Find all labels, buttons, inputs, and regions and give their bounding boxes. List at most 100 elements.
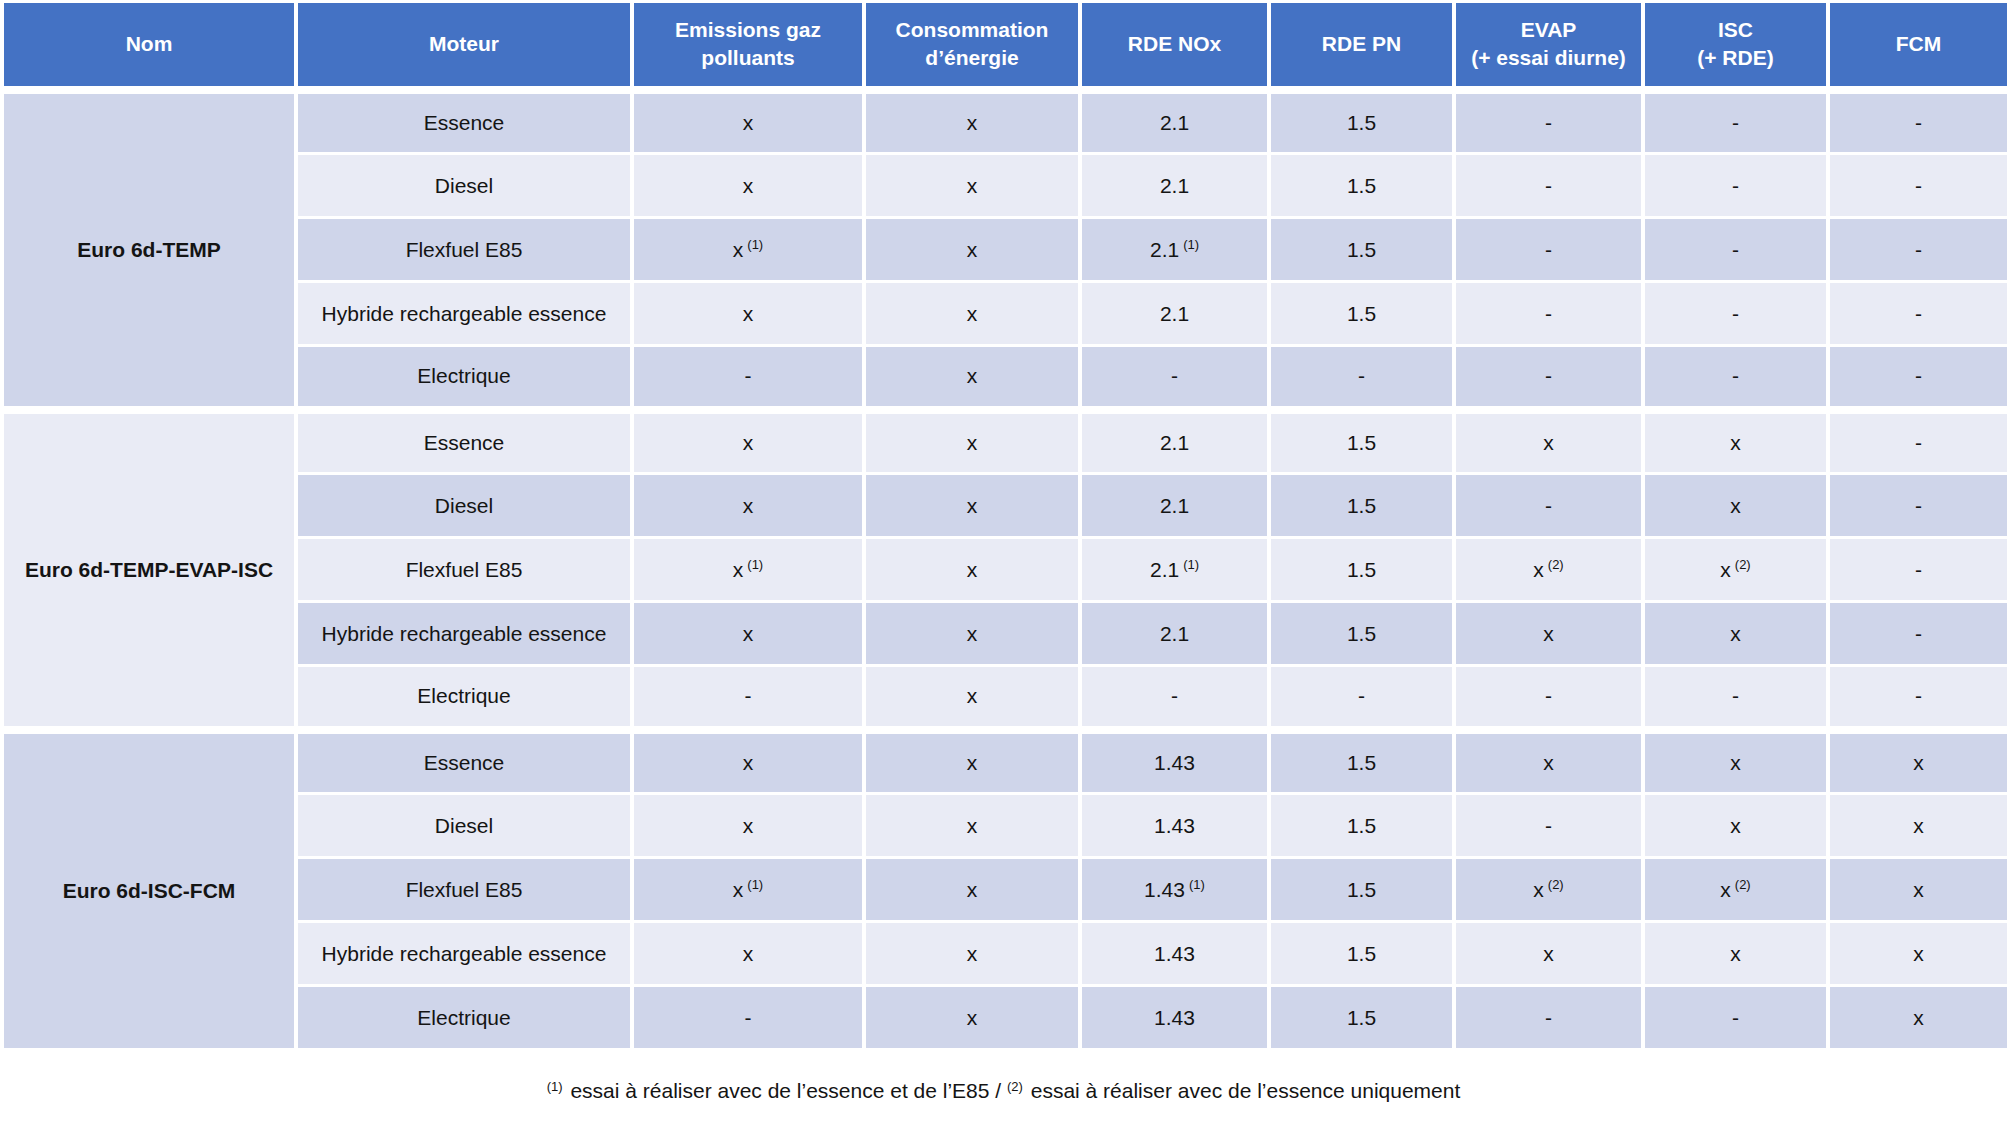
value-cell: x xyxy=(1643,474,1828,538)
cell-value: 2.1 xyxy=(1160,174,1189,197)
table-row: Electrique-x1.431.5--x xyxy=(2,986,2007,1050)
value-cell: - xyxy=(1454,282,1643,346)
value-cell: x xyxy=(632,282,864,346)
cell-value: - xyxy=(1732,684,1739,707)
cell-value: 1.5 xyxy=(1347,431,1376,454)
value-cell: x xyxy=(864,154,1080,218)
cell-value: 1.5 xyxy=(1347,174,1376,197)
cell-value: x xyxy=(967,238,978,261)
cell-value: - xyxy=(1545,302,1552,325)
table-row: Euro 6d-ISC-FCMEssencexx1.431.5xxx xyxy=(2,730,2007,794)
value-cell: 2.1 xyxy=(1080,410,1269,474)
footnote-marker: (2) xyxy=(1548,557,1564,572)
value-cell: - xyxy=(1828,346,2007,410)
value-cell: x xyxy=(864,858,1080,922)
cell-value: x xyxy=(1730,814,1741,837)
cell-value: x xyxy=(733,558,744,581)
cell-value: - xyxy=(745,1006,752,1029)
column-header-isc: ISC (+ RDE) xyxy=(1643,2,1828,90)
cell-value: x xyxy=(1730,942,1741,965)
column-header-moteur: Moteur xyxy=(296,2,632,90)
slide: Nom Moteur Emissions gaz polluants Conso… xyxy=(0,0,2007,1130)
cell-value: x xyxy=(743,622,754,645)
cell-value: x xyxy=(967,942,978,965)
value-cell: x xyxy=(864,410,1080,474)
column-header-rde-pn: RDE PN xyxy=(1269,2,1454,90)
cell-value: - xyxy=(1915,364,1922,387)
cell-value: x xyxy=(967,878,978,901)
column-header-rde-nox: RDE NOx xyxy=(1080,2,1269,90)
value-cell: 1.5 xyxy=(1269,154,1454,218)
value-cell: x xyxy=(864,474,1080,538)
group-name-cell: Euro 6d-TEMP xyxy=(2,90,296,410)
value-cell: x xyxy=(632,410,864,474)
cell-value: x xyxy=(967,174,978,197)
value-cell: 1.43 xyxy=(1080,986,1269,1050)
group-name-cell: Euro 6d-ISC-FCM xyxy=(2,730,296,1050)
footnote-marker: (1) xyxy=(747,877,763,892)
cell-value: 2.1 xyxy=(1160,494,1189,517)
value-cell: 1.5 xyxy=(1269,922,1454,986)
cell-value: - xyxy=(1545,364,1552,387)
moteur-cell: Electrique xyxy=(296,346,632,410)
value-cell: x xyxy=(864,794,1080,858)
cell-value: - xyxy=(1915,238,1922,261)
value-cell: x xyxy=(864,346,1080,410)
value-cell: 1.43 xyxy=(1080,922,1269,986)
moteur-cell: Electrique xyxy=(296,666,632,730)
cell-value: 2.1 xyxy=(1150,238,1179,261)
moteur-cell: Flexfuel E85 xyxy=(296,858,632,922)
value-cell: x(1) xyxy=(632,538,864,602)
column-header-emissions: Emissions gaz polluants xyxy=(632,2,864,90)
cell-value: 1.43 xyxy=(1154,1006,1195,1029)
value-cell: - xyxy=(1828,218,2007,282)
value-cell: - xyxy=(1643,986,1828,1050)
value-cell: - xyxy=(1828,538,2007,602)
value-cell: x(2) xyxy=(1454,858,1643,922)
cell-value: x xyxy=(1730,431,1741,454)
footnote-marker: (1) xyxy=(1189,877,1205,892)
cell-value: x xyxy=(733,878,744,901)
cell-value: - xyxy=(1732,364,1739,387)
table-row: Flexfuel E85x(1)x1.43(1)1.5x(2)x(2)x xyxy=(2,858,2007,922)
footnote-1-text: essai à réaliser avec de l’essence et de… xyxy=(565,1079,1007,1102)
cell-value: x xyxy=(967,364,978,387)
cell-value: x xyxy=(967,302,978,325)
value-cell: 1.5 xyxy=(1269,602,1454,666)
value-cell: - xyxy=(1269,346,1454,410)
value-cell: x xyxy=(864,90,1080,154)
group-euro-6d-isc-fcm: Euro 6d-ISC-FCMEssencexx1.431.5xxxDiesel… xyxy=(2,730,2007,1050)
table-row: Electrique-x----- xyxy=(2,346,2007,410)
moteur-cell: Essence xyxy=(296,730,632,794)
cell-value: 1.5 xyxy=(1347,302,1376,325)
cell-value: - xyxy=(1915,174,1922,197)
value-cell: - xyxy=(1643,282,1828,346)
table-row: Euro 6d-TEMP-EVAP-ISCEssencexx2.11.5xx- xyxy=(2,410,2007,474)
value-cell: x(1) xyxy=(632,858,864,922)
moteur-cell: Diesel xyxy=(296,794,632,858)
cell-value: x xyxy=(967,558,978,581)
cell-value: - xyxy=(1732,302,1739,325)
cell-value: x xyxy=(1730,751,1741,774)
value-cell: 1.5 xyxy=(1269,730,1454,794)
value-cell: 1.5 xyxy=(1269,858,1454,922)
cell-value: - xyxy=(1732,174,1739,197)
value-cell: 2.1 xyxy=(1080,474,1269,538)
moteur-cell: Hybride rechargeable essence xyxy=(296,282,632,346)
value-cell: - xyxy=(632,346,864,410)
value-cell: x xyxy=(864,922,1080,986)
footnote-1-marker: (1) xyxy=(547,1079,563,1094)
value-cell: 1.5 xyxy=(1269,538,1454,602)
value-cell: x xyxy=(864,602,1080,666)
cell-value: x xyxy=(743,431,754,454)
value-cell: - xyxy=(1828,90,2007,154)
cell-value: 1.5 xyxy=(1347,878,1376,901)
cell-value: - xyxy=(1915,684,1922,707)
cell-value: - xyxy=(1171,684,1178,707)
value-cell: - xyxy=(1643,154,1828,218)
value-cell: x xyxy=(1454,410,1643,474)
footnote-marker: (1) xyxy=(747,557,763,572)
cell-value: - xyxy=(745,684,752,707)
value-cell: x(2) xyxy=(1454,538,1643,602)
value-cell: - xyxy=(1643,218,1828,282)
